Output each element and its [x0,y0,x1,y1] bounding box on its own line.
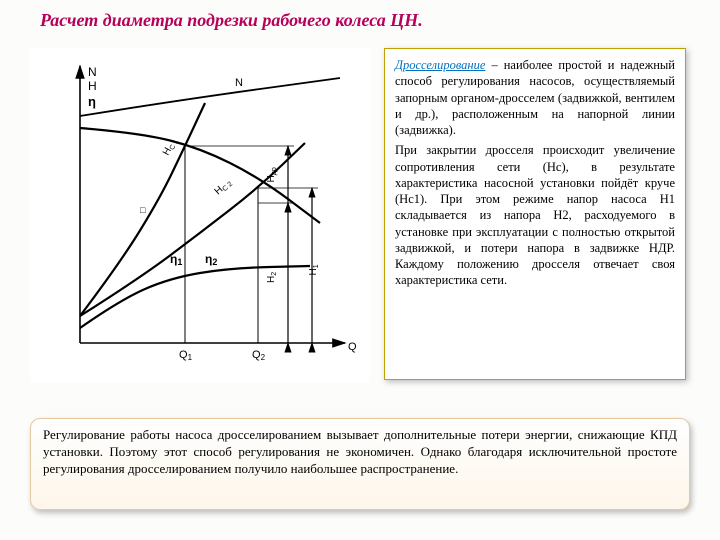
pump-chart: □NHηNQQ1Q2HС 1HС 2η1η2H1H2Hдр [30,48,370,383]
svg-text:H: H [88,79,97,93]
svg-text:Q: Q [348,341,357,353]
svg-text:η: η [88,94,96,109]
svg-text:N: N [88,65,97,79]
svg-text:N: N [235,77,243,89]
lead-term: Дросселирование [395,58,485,72]
paragraph-2: При закрытии дросселя происходит увеличе… [395,143,675,287]
page-title: Расчет диаметра подрезки рабочего колеса… [40,10,423,31]
throttling-description-box: Дросселирование – наиболее простой и над… [384,48,686,380]
bottom-note-text: Регулирование работы насоса дросселирова… [43,427,677,476]
bottom-note-box: Регулирование работы насоса дросселирова… [30,418,690,510]
svg-text:□: □ [140,205,146,215]
